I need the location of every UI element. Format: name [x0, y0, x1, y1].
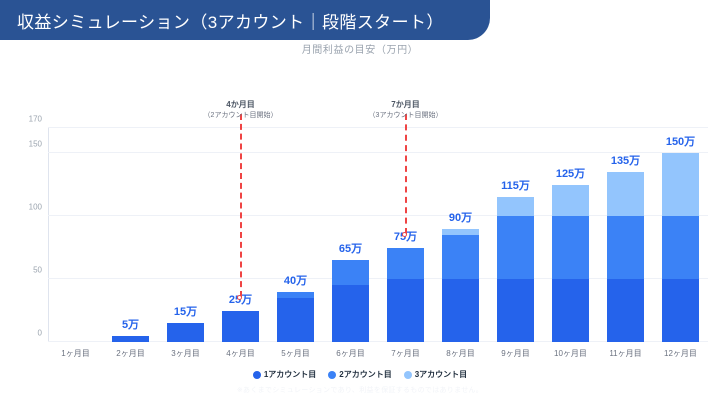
bar-segment-series-2[interactable]: [497, 216, 534, 280]
bar-segment-series-3[interactable]: [607, 172, 644, 217]
bar-value-label: 40万: [283, 274, 308, 287]
bar-group[interactable]: 8ヶ月目: [442, 228, 479, 358]
legend-color-dot-icon: [403, 370, 412, 379]
bar-value-label: 15万: [173, 306, 198, 319]
bar-series: 1ヶ月目 5万 2ヶ月目 15万 3ヶ月目 25万 4ヶ月目 40万 5ヶ月目 65万 6ヶ月目 75…: [48, 128, 708, 358]
gridline: [48, 215, 708, 217]
gridline: [48, 152, 708, 154]
bar-segment-series-2[interactable]: [277, 291, 314, 298]
legend-item-2[interactable]: 2アカウント目: [328, 369, 392, 380]
bar-group[interactable]: 10ヶ月目: [552, 184, 589, 358]
x-axis-tick-label: 12ヶ月目: [664, 349, 697, 358]
bar-value-label: 75万: [393, 230, 418, 243]
bar-value-label: 150万: [665, 136, 696, 149]
bar-segment-series-1[interactable]: [442, 279, 479, 342]
bar-group[interactable]: 6ヶ月目: [332, 260, 369, 358]
chart-footnote: ※あくまでシミュレーションであり、利益を保証するものではありません。: [236, 387, 484, 394]
bar-segment-series-1[interactable]: [167, 323, 204, 342]
gridline: [48, 127, 708, 128]
bar-group[interactable]: 2ヶ月目: [112, 335, 149, 358]
bar-segment-series-1[interactable]: [607, 279, 644, 342]
x-axis-tick-label: 7ヶ月目: [391, 349, 420, 358]
annotation-text: 7か月目 （3アカウント目開始）: [369, 100, 443, 120]
chart-container: 0 50 100 150 170 1ヶ月目 5万 2ヶ月目 15万 3ヶ月目 25万 4ヶ月目 40万…: [0, 62, 720, 362]
title-banner: 収益シミュレーション（3アカウント｜段階スタート）: [0, 0, 490, 40]
bar-value-label: 90万: [448, 211, 473, 224]
annotation-subtitle: （3アカウント目開始）: [368, 111, 443, 119]
bar-value-label: 135万: [610, 155, 641, 168]
bar-value-label: 115万: [501, 180, 530, 193]
legend-label: 1アカウント目: [263, 370, 317, 379]
annotation-title: 7か月目: [391, 99, 420, 109]
y-axis-tick-label: 0: [37, 328, 42, 338]
bar-segment-series-1[interactable]: [222, 310, 259, 342]
x-axis-tick-label: 9ヶ月目: [501, 349, 530, 358]
legend-label: 3アカウント目: [414, 370, 468, 379]
legend-item-3[interactable]: 3アカウント目: [403, 369, 468, 380]
bar-segment-series-1[interactable]: [497, 279, 534, 342]
annotation-title: 4か月目: [226, 99, 255, 109]
x-axis-tick-label: 10ヶ月目: [554, 349, 587, 358]
plot-area: 0 50 100 150 170 1ヶ月目 5万 2ヶ月目 15万 3ヶ月目 25万 4ヶ月目 40万…: [29, 100, 708, 358]
bar-segment-series-3[interactable]: [497, 197, 534, 217]
bar-group[interactable]: 12ヶ月目: [662, 153, 699, 358]
bar-group[interactable]: 9ヶ月目: [497, 197, 534, 358]
bar-segment-series-2[interactable]: [332, 260, 369, 286]
bar-segment-series-2[interactable]: [442, 235, 479, 280]
bar-segment-series-2[interactable]: [607, 216, 644, 280]
bar-value-label: 65万: [338, 243, 363, 256]
annotation-dashed-line: [239, 114, 244, 297]
bar-group[interactable]: 11ヶ月目: [607, 172, 644, 358]
x-axis-tick-label: 11ヶ月目: [609, 349, 642, 358]
bar-segment-series-1[interactable]: [277, 297, 314, 342]
annotation-dashed-line: [404, 114, 409, 234]
bar-value-label: 125万: [555, 167, 586, 180]
legend-color-dot-icon: [252, 370, 261, 379]
annotation-subtitle: （2アカウント目開始）: [203, 111, 278, 119]
legend-item-1[interactable]: 1アカウント目: [252, 369, 317, 380]
annotation-dot-icon: [401, 231, 407, 237]
x-axis-tick-label: 4ヶ月目: [226, 349, 255, 358]
legend-label: 2アカウント目: [339, 370, 392, 379]
bar-value-label: 25万: [228, 293, 253, 306]
x-axis-tick-label: 8ヶ月目: [446, 349, 475, 358]
chart-legend: 1アカウント目 2アカウント目 3アカウント目: [0, 369, 720, 380]
y-axis-tick-label: 50: [33, 265, 42, 275]
page-title: 収益シミュレーション（3アカウント｜段階スタート）: [17, 12, 444, 32]
bar-group[interactable]: 5ヶ月目: [277, 291, 314, 358]
x-axis-tick-label: 6ヶ月目: [336, 349, 365, 358]
bar-segment-series-1[interactable]: [387, 279, 424, 342]
bar-segment-series-1[interactable]: [112, 335, 149, 342]
bar-value-label: 5万: [121, 318, 140, 331]
bar-segment-series-2[interactable]: [662, 216, 699, 280]
annotation-dot-icon: [236, 294, 242, 300]
x-axis-tick-label: 5ヶ月目: [281, 349, 310, 358]
x-axis-tick-label: 3ヶ月目: [171, 349, 200, 358]
bar-segment-series-3[interactable]: [662, 153, 699, 217]
legend-color-dot-icon: [328, 370, 337, 379]
annotation-text: 4か月目 （2アカウント目開始）: [204, 100, 278, 120]
gridline: [48, 278, 708, 280]
bar-segment-series-1[interactable]: [332, 285, 369, 342]
y-axis-tick-label: 100: [28, 202, 42, 212]
bar-group[interactable]: 4ヶ月目: [222, 310, 259, 358]
bar-segment-series-3[interactable]: [552, 184, 589, 217]
gridline: [48, 341, 708, 342]
bar-group[interactable]: 3ヶ月目: [167, 323, 204, 358]
y-axis-line: [48, 128, 49, 342]
y-axis-tick-label: 150: [28, 139, 42, 149]
bar-segment-series-3[interactable]: [442, 228, 479, 236]
bar-segment-series-2[interactable]: [552, 216, 589, 280]
chart-subtitle: 月間利益の目安（万円）: [301, 45, 419, 56]
y-axis-tick-label: 170: [28, 114, 42, 124]
bar-segment-series-2[interactable]: [387, 247, 424, 280]
bar-segment-series-1[interactable]: [662, 279, 699, 342]
bar-segment-series-1[interactable]: [552, 279, 589, 342]
x-axis-tick-label: 2ヶ月目: [116, 349, 145, 358]
bar-group[interactable]: 7ヶ月目: [387, 247, 424, 358]
x-axis-tick-label: 1ヶ月目: [61, 349, 90, 358]
